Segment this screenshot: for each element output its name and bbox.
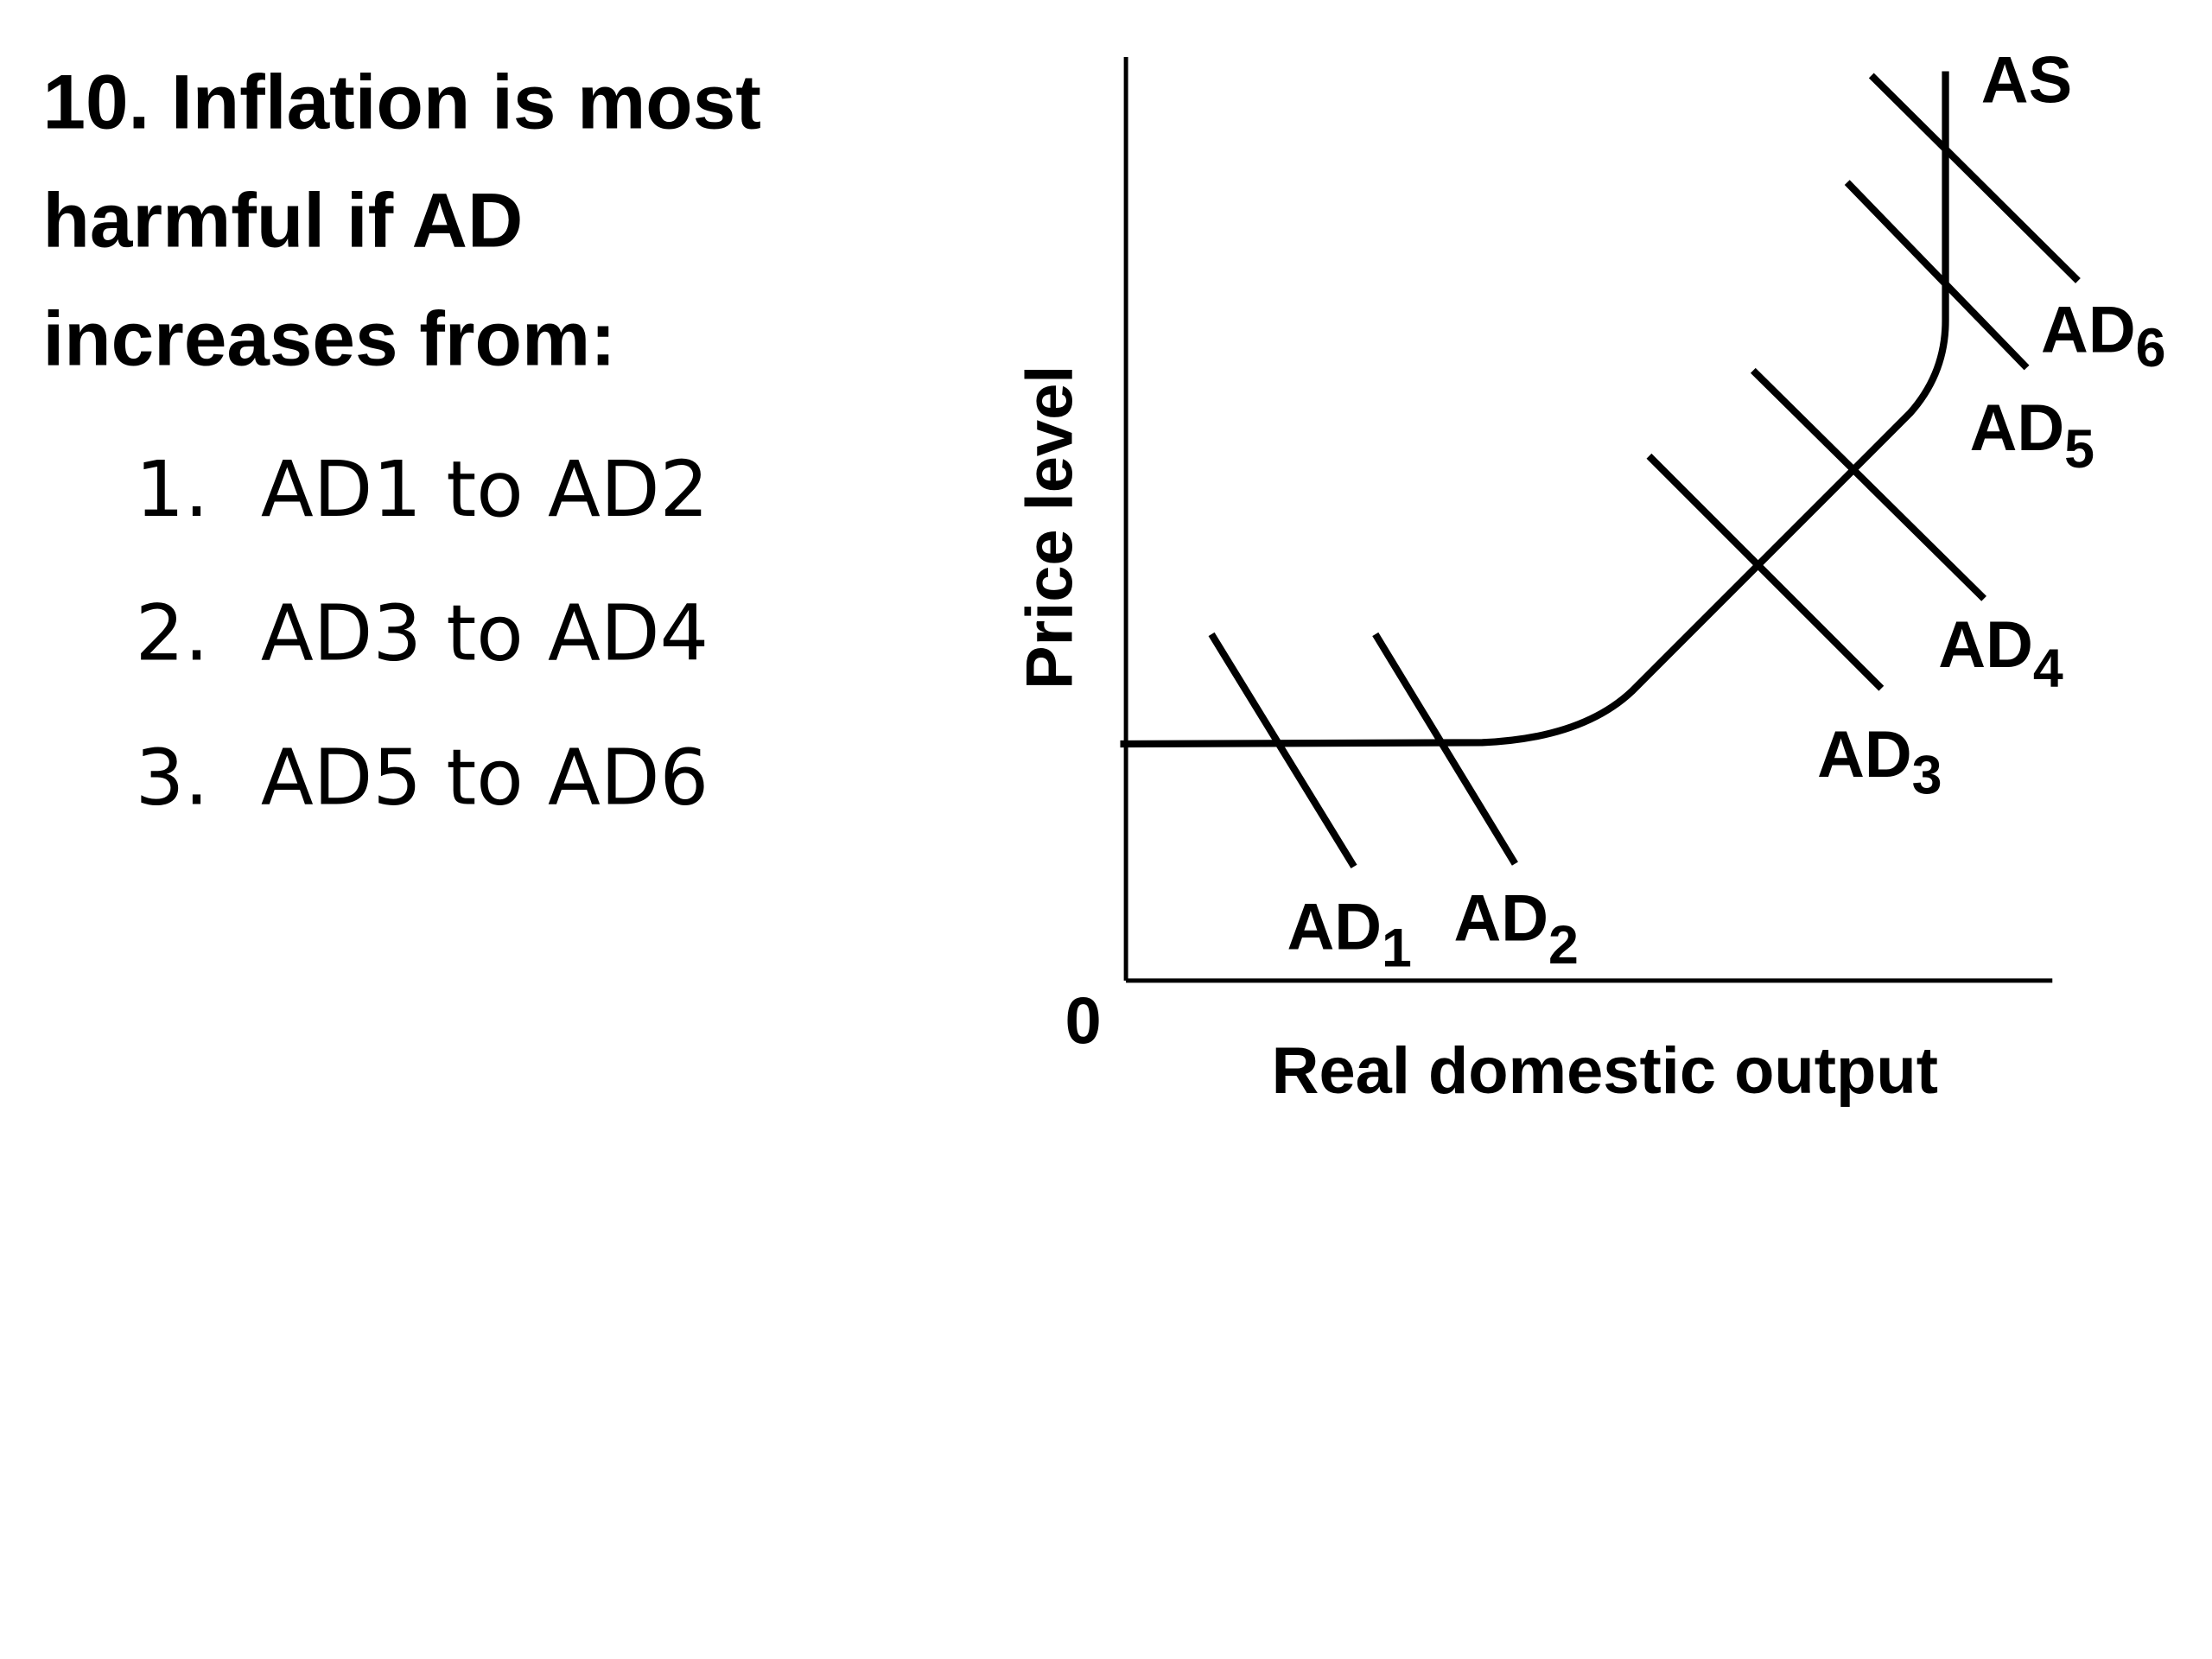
ad-label-text: AD xyxy=(1970,391,2065,465)
question-line: harmful if AD xyxy=(42,176,523,263)
ad-curve xyxy=(1372,632,1518,866)
ad-label: AD5 xyxy=(1970,391,2094,480)
option-number: 3. xyxy=(136,733,209,823)
as-curve xyxy=(1120,71,1949,748)
ad-label-text: AD xyxy=(1938,608,2033,682)
question-line: increases from: xyxy=(42,295,615,381)
ad-label-subscript: 4 xyxy=(2033,639,2063,699)
ad-label-text: AD xyxy=(1817,718,1912,791)
ad-curve xyxy=(1750,367,1986,601)
ad-label-text: AD xyxy=(1287,891,1382,964)
ad-label: AD6 xyxy=(2041,293,2165,378)
ad-label-subscript: 1 xyxy=(1382,918,1412,978)
option-text: AD3 to AD4 xyxy=(261,589,709,679)
option-text: AD1 to AD2 xyxy=(261,445,709,535)
y-axis-label: Price level xyxy=(1013,365,1086,690)
ad-label-subscript: 3 xyxy=(1912,746,1942,806)
ad-label: AD3 xyxy=(1817,718,1942,806)
ad-label: AD1 xyxy=(1287,891,1411,979)
ad-label-subscript: 5 xyxy=(2064,419,2094,480)
ad-curve xyxy=(1646,453,1885,691)
ad-curve xyxy=(1868,73,2081,283)
diagram: 0 Real domestic output Price level AS AD… xyxy=(1013,44,2165,1108)
option-number: 1. xyxy=(136,445,209,535)
ad-label-text: AD xyxy=(2041,293,2136,366)
question-line: 10. Inflation is most xyxy=(42,58,760,144)
ad-label-subscript: 6 xyxy=(2136,318,2166,378)
origin-label: 0 xyxy=(1065,984,1102,1058)
ad-curve xyxy=(1844,180,2030,371)
ad-label-subscript: 2 xyxy=(1548,915,1579,976)
as-label: AS xyxy=(1981,44,2072,118)
question: 10. Inflation is most harmful if AD incr… xyxy=(42,58,760,823)
ad-curve xyxy=(1208,632,1357,869)
x-axis-label: Real domestic output xyxy=(1272,1034,1938,1108)
option-number: 2. xyxy=(136,589,209,679)
option-text: AD5 to AD6 xyxy=(261,733,709,823)
ad-label-text: AD xyxy=(1453,882,1548,956)
ad-label: AD4 xyxy=(1938,608,2063,699)
ad-label: AD2 xyxy=(1453,882,1578,976)
